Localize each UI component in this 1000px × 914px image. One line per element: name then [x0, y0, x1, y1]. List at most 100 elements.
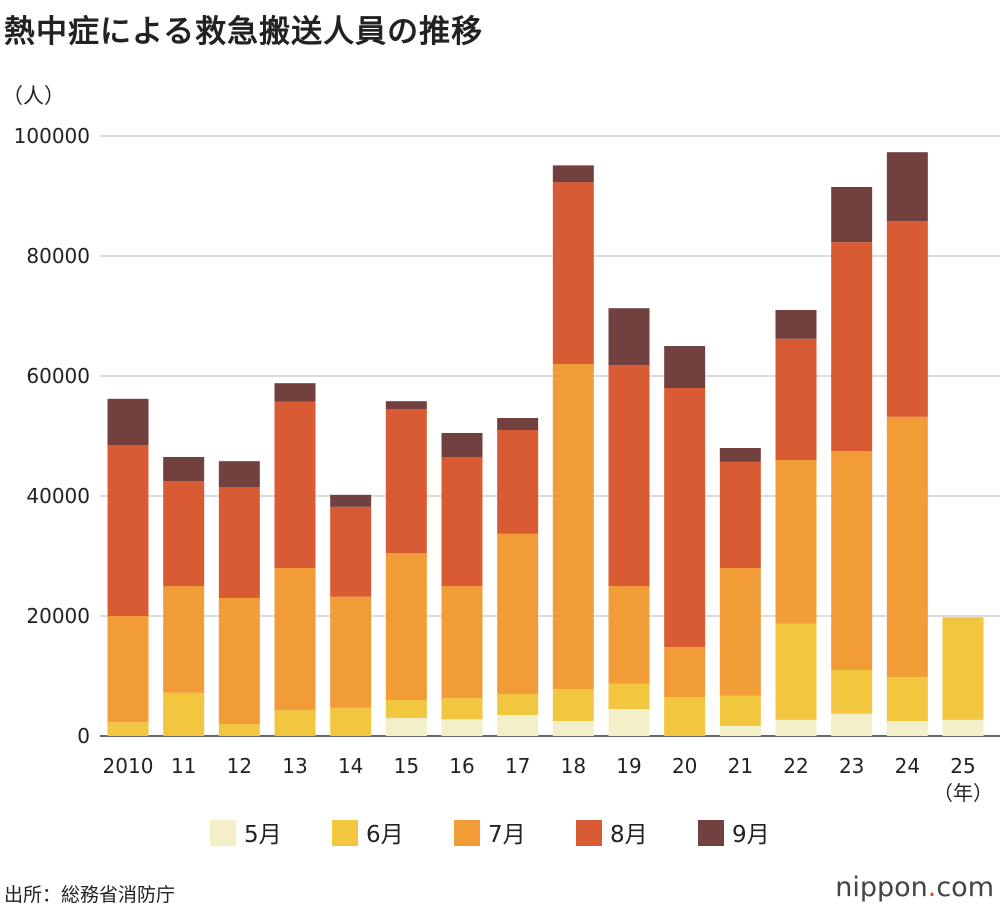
x-tick-label: 21	[728, 754, 753, 778]
bar-segment	[441, 586, 483, 699]
bar-segment	[330, 506, 372, 597]
bar-segment	[719, 725, 761, 736]
bar-segment	[163, 481, 205, 586]
y-tick-label: 80000	[26, 244, 90, 268]
bar-segment	[497, 418, 539, 430]
y-tick-label: 40000	[26, 484, 90, 508]
x-tick-label: 18	[561, 754, 586, 778]
bar-segment	[831, 451, 873, 670]
x-tick-label: 20	[672, 754, 697, 778]
bar-segment	[107, 445, 149, 616]
bar-segment	[831, 670, 873, 714]
x-tick-label: 25	[950, 754, 975, 778]
x-tick-label: 19	[616, 754, 641, 778]
bar-segment	[218, 724, 260, 736]
bar-segment	[218, 598, 260, 724]
x-tick-label: 22	[783, 754, 808, 778]
bar-segment	[664, 697, 706, 736]
x-tick-label: 24	[895, 754, 920, 778]
legend-swatch	[698, 820, 724, 846]
bar-segment	[218, 461, 260, 487]
bar-segment	[441, 719, 483, 736]
bar-segment	[497, 715, 539, 736]
bar-segment	[385, 401, 427, 409]
bar-segment	[886, 152, 928, 222]
bar-segment	[775, 623, 817, 720]
source-note: 出所：総務省消防庁	[4, 884, 176, 906]
bar-segment	[886, 416, 928, 678]
bar-segment	[385, 718, 427, 736]
bar-segment	[107, 398, 149, 445]
legend-swatch	[576, 820, 602, 846]
legend-label: 5月	[244, 822, 282, 848]
x-axis-unit: （年）	[933, 781, 993, 805]
x-tick-label: 15	[394, 754, 419, 778]
y-tick-label: 60000	[26, 364, 90, 388]
bar-segment	[775, 338, 817, 460]
bar-segment	[497, 694, 539, 715]
x-tick-label: 2010	[103, 754, 154, 778]
bar-segment	[831, 713, 873, 736]
bar-segment	[441, 698, 483, 720]
bar-segment	[664, 388, 706, 648]
y-axis-unit: （人）	[2, 84, 65, 108]
bar-segment	[497, 533, 539, 694]
bar-segment	[719, 568, 761, 696]
chart-title: 熱中症による救急搬送人員の推移	[4, 14, 484, 50]
bar-segment	[552, 721, 594, 736]
bar-segment	[664, 647, 706, 697]
nippon-logo: nippon.com	[835, 872, 994, 903]
bar-segment	[385, 553, 427, 700]
x-tick-label: 23	[839, 754, 864, 778]
bar-segment	[942, 617, 984, 720]
bar-segment	[441, 433, 483, 457]
bar-segment	[831, 242, 873, 451]
legend-swatch	[454, 820, 480, 846]
bar-segment	[552, 165, 594, 183]
bar-segment	[886, 221, 928, 417]
y-tick-label: 20000	[26, 604, 90, 628]
legend-swatch	[332, 820, 358, 846]
bar-segment	[775, 719, 817, 736]
bar-segment	[719, 448, 761, 462]
bar-segment	[942, 719, 984, 736]
bar-segment	[886, 721, 928, 736]
bar-segment	[497, 430, 539, 534]
bar-segment	[831, 187, 873, 243]
x-tick-label: 11	[171, 754, 196, 778]
bar-segment	[385, 700, 427, 718]
x-tick-label: 16	[449, 754, 474, 778]
bar-segment	[107, 616, 149, 723]
bar-segment	[775, 310, 817, 339]
bar-segment	[441, 457, 483, 586]
bar-segment	[163, 692, 205, 736]
bar-segment	[274, 568, 316, 711]
bar-segment	[330, 596, 372, 708]
bar-segment	[608, 709, 650, 736]
bar-segment	[664, 346, 706, 388]
bar-segment	[775, 460, 817, 624]
bar-segment	[385, 409, 427, 553]
bar-segment	[608, 586, 650, 684]
bar-segment	[274, 401, 316, 568]
bar-segment	[274, 710, 316, 736]
legend-label: 7月	[488, 822, 526, 848]
bar-segment	[608, 683, 650, 709]
bar-segment	[608, 308, 650, 366]
bar-segment	[163, 457, 205, 481]
x-tick-label: 14	[338, 754, 363, 778]
y-tick-label: 100000	[14, 124, 90, 148]
legend-swatch	[210, 820, 236, 846]
bar-segment	[107, 722, 149, 736]
legend-label: 8月	[610, 822, 648, 848]
bar-segment	[608, 365, 650, 586]
bar-segment	[886, 677, 928, 721]
bar-segment	[274, 383, 316, 402]
x-tick-label: 12	[227, 754, 252, 778]
legend-label: 6月	[366, 822, 404, 848]
x-tick-label: 13	[282, 754, 307, 778]
bar-segment	[218, 487, 260, 598]
bar-segment	[719, 461, 761, 568]
bar-segment	[163, 586, 205, 693]
